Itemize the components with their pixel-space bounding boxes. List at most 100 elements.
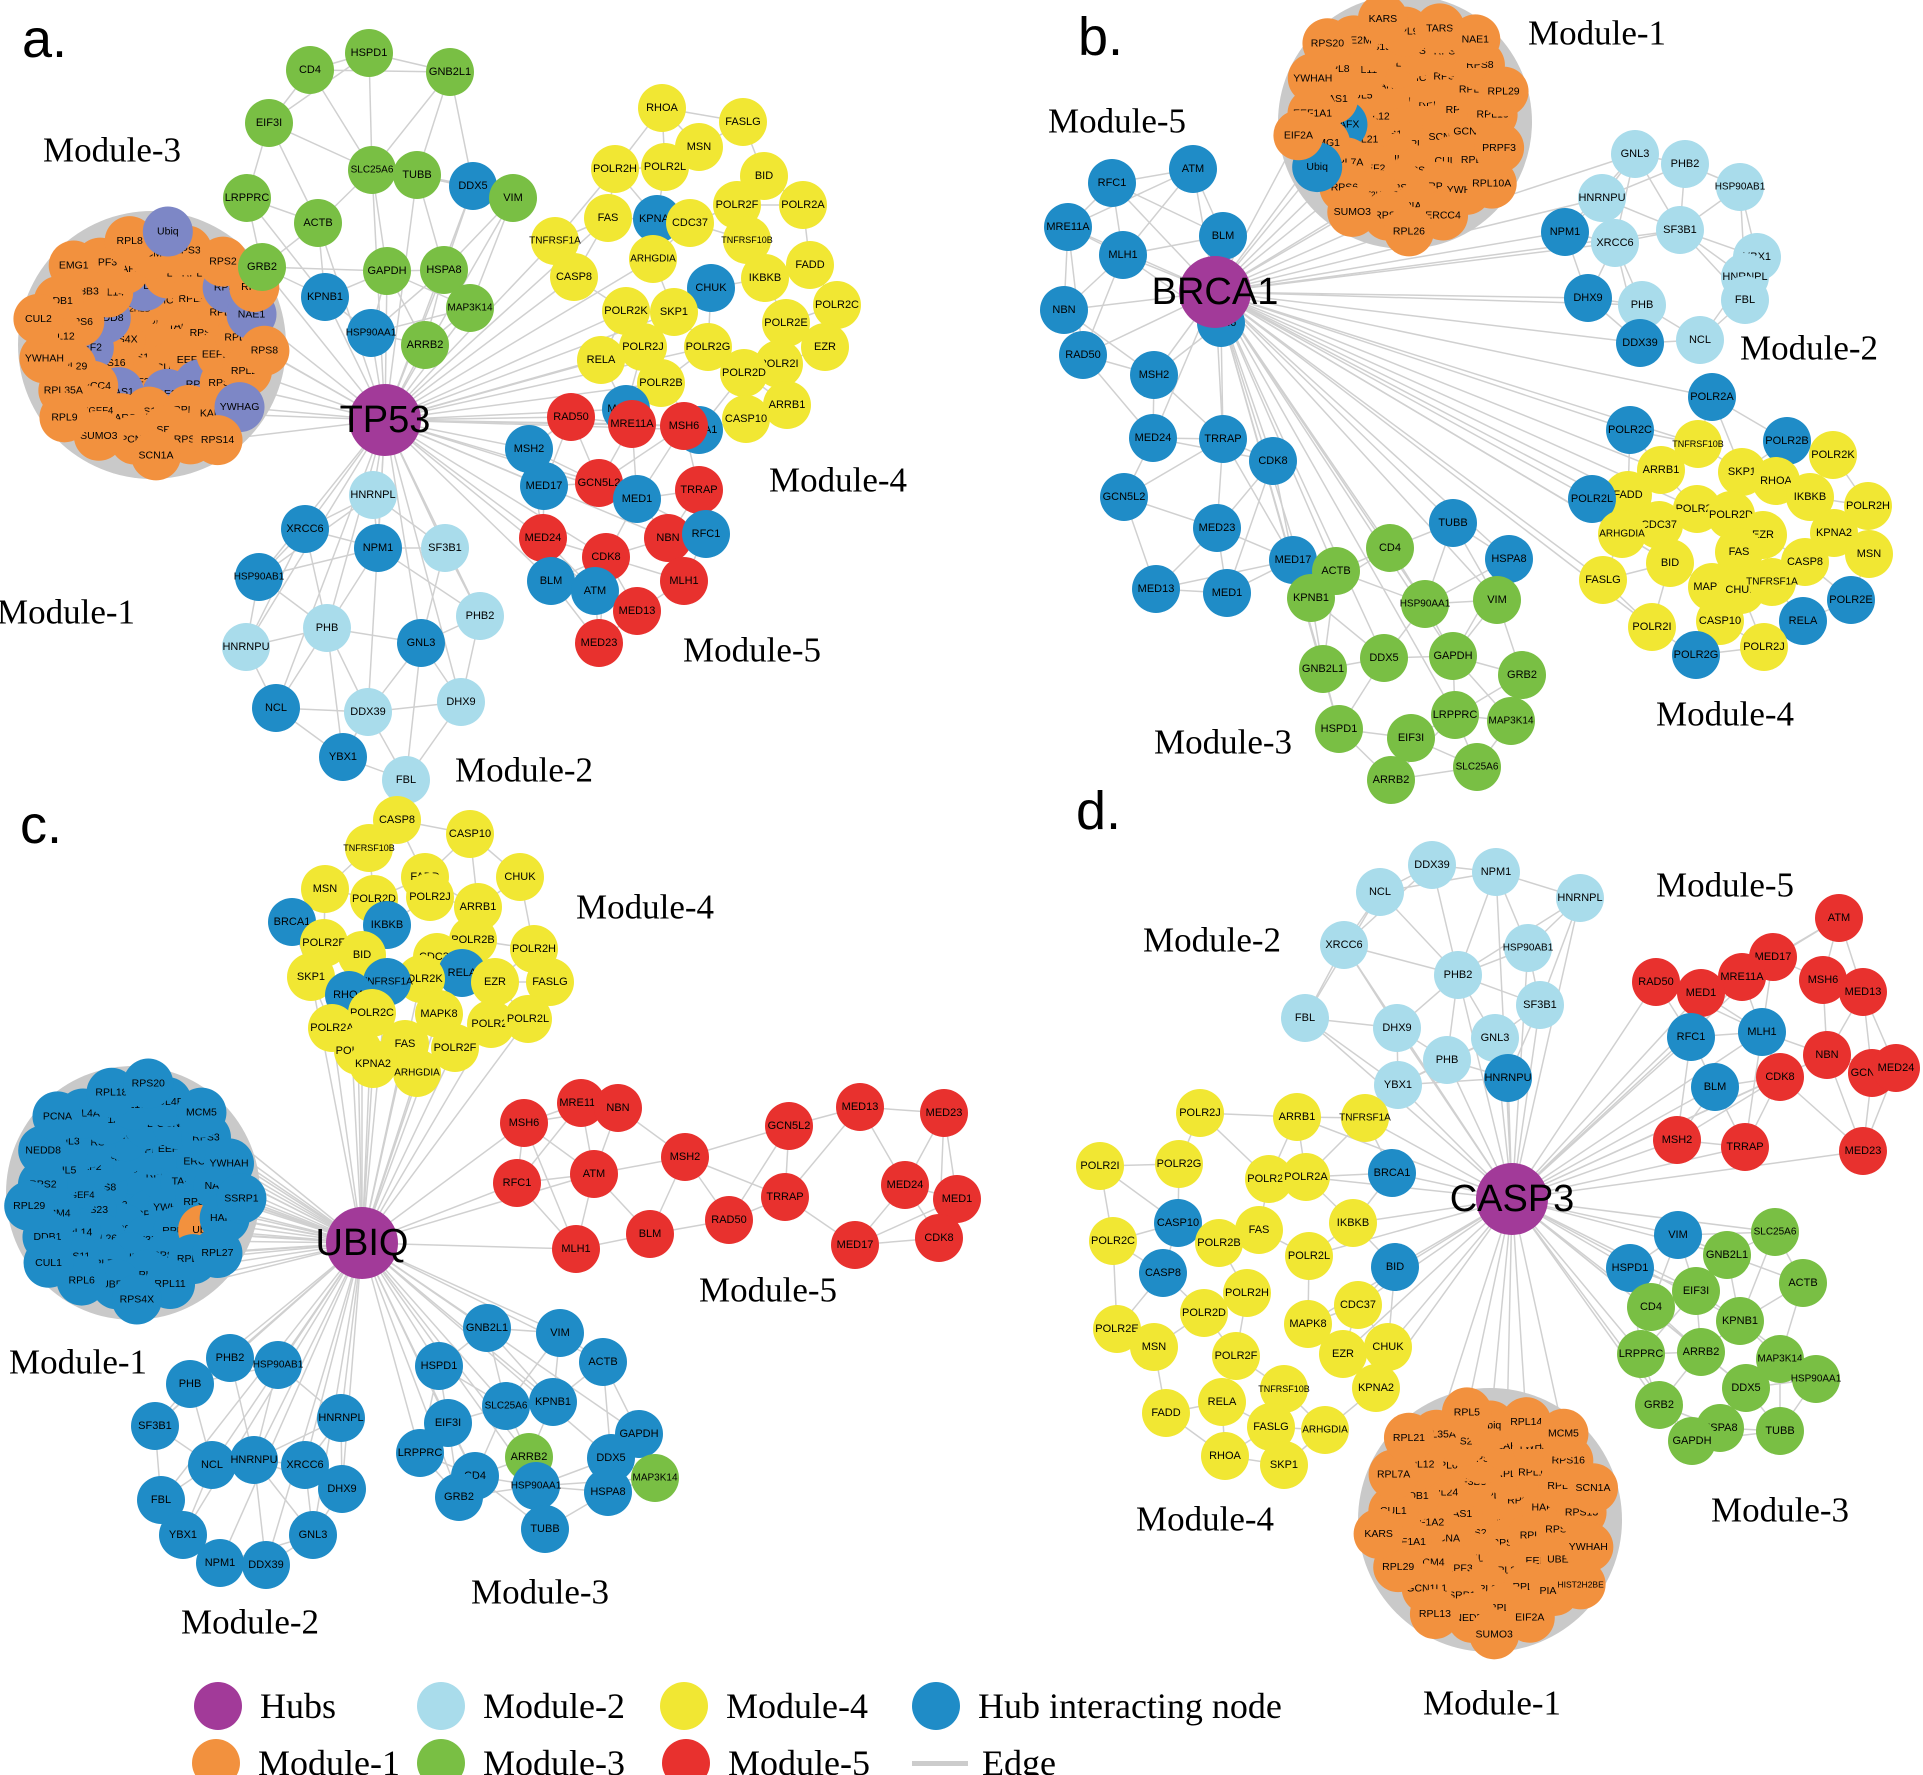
gene-label: MSH6 (669, 420, 700, 432)
gene-node (1469, 1609, 1520, 1660)
gene-node (1201, 1432, 1249, 1480)
gene-node (1672, 1267, 1720, 1315)
gene-node (1516, 981, 1564, 1029)
gene-label: FAS (395, 1038, 416, 1050)
gene-node (1618, 281, 1666, 329)
gene-node (1556, 874, 1604, 922)
gene-node (1281, 994, 1329, 1042)
gene-label: BLM (1212, 230, 1235, 242)
gene-node (687, 264, 735, 312)
gene-label: ARRB1 (769, 399, 806, 411)
module-label: Module-5 (683, 631, 821, 670)
gene-label: FASLG (1253, 1421, 1288, 1433)
gene-node (431, 1024, 479, 1072)
gene-label: MAPK8 (420, 1008, 457, 1020)
legend-label: Hub interacting node (978, 1686, 1282, 1726)
gene-label: GNB2L1 (1706, 1249, 1748, 1261)
gene-node (626, 1210, 674, 1258)
gene-node (660, 402, 708, 450)
gene-node (1130, 351, 1178, 399)
legend-item-module-5: Module-5 (662, 1738, 870, 1775)
gene-label: HNRNPU (1484, 1072, 1531, 1084)
gene-node (1844, 482, 1892, 530)
module-label: Module-3 (1154, 723, 1292, 762)
module-label: Module-3 (471, 1573, 609, 1612)
gene-node (1591, 219, 1639, 267)
gene-node (1799, 956, 1847, 1004)
gene-node (915, 1214, 963, 1262)
gene-node (286, 46, 334, 94)
gene-node (1716, 163, 1764, 211)
cluster-module-3: CD4 HSPD1 GNB2L1 EIF3I SLC25A6 TUBB DDX5 VIM LRP… (223, 29, 537, 369)
gene-label: DDX39 (1622, 337, 1657, 349)
cluster-module-3: VIM HSPD1 SLC25A6 GNB2L1 ACTB EIF3I CD4 KPNB1 LR… (1606, 1208, 1842, 1465)
cluster-module-2: DDX39 NPM1 NCL HNRNPL XRCC6 PHB2 HSP90AB1 FBL DH… (1281, 841, 1604, 1109)
gene-label: HNRNPL (1557, 892, 1602, 904)
gene-label: IKBKB (1794, 491, 1826, 503)
gene-label: CDC37 (1641, 519, 1677, 531)
gene-label: KPNB1 (535, 1396, 571, 1408)
gene-label: HSP90AA1 (511, 1481, 562, 1492)
gene-label: GCN5L2 (1103, 491, 1146, 503)
gene-node (1498, 651, 1546, 699)
gene-label: GAPDH (1433, 650, 1472, 662)
legend-label: Module-1 (258, 1743, 400, 1775)
gene-label: RPL10A (1472, 178, 1511, 190)
gene-label: POLR2I (1080, 1160, 1119, 1172)
gene-label: HSP90AA1 (1400, 599, 1451, 610)
gene-label: PHB (179, 1378, 202, 1390)
gene-node (1282, 1153, 1330, 1201)
gene-label: POLR2B (639, 377, 682, 389)
module-2-color-swatch (417, 1682, 465, 1730)
gene-label: DHX9 (1573, 292, 1602, 304)
gene-node (424, 1399, 472, 1447)
gene-label: ACTB (1788, 1277, 1817, 1289)
panel-d: DDX39 NPM1 NCL HNRNPL XRCC6 PHB2 HSP90AB1 FBL DH… (1076, 841, 1920, 1723)
hub-color-swatch (194, 1682, 242, 1730)
module-label: Module-2 (181, 1603, 319, 1642)
gene-label: SUMO3 (80, 430, 118, 442)
gene-node (1484, 1054, 1532, 1102)
gene-node (631, 1454, 679, 1502)
gene-label: MSH2 (1139, 369, 1170, 381)
gene-label: ARHGDIA (394, 1068, 440, 1079)
gene-label: RHOA (1760, 475, 1792, 487)
gene-label: MED17 (526, 480, 563, 492)
gene-label: MED24 (1135, 432, 1172, 444)
gene-label: POLR2E (302, 937, 345, 949)
gene-label: HSP90AB1 (234, 572, 285, 583)
gene-label: TNFRSF1A (1339, 1113, 1391, 1124)
gene-label: KPNB1 (1293, 592, 1329, 604)
gene-node (675, 466, 723, 514)
gene-node (1676, 316, 1724, 364)
gene-node (287, 953, 335, 1001)
gene-label: RPL13 (1419, 1608, 1451, 1620)
gene-label: KPNA2 (639, 213, 675, 225)
gene-node (1269, 536, 1317, 584)
gene-node (881, 1161, 929, 1209)
gene-label: FASLG (1585, 574, 1620, 586)
gene-node (1473, 576, 1521, 624)
gene-node (1368, 1149, 1416, 1197)
gene-node (1142, 1389, 1190, 1437)
legend-label: Module-4 (726, 1686, 868, 1726)
hub-label: CASP3 (1450, 1178, 1575, 1220)
gene-label: HNRNPU (1578, 192, 1625, 204)
module-label: Module-1 (0, 593, 135, 632)
gene-label: NBN (1052, 304, 1075, 316)
gene-node (779, 181, 827, 229)
gene-node (575, 619, 623, 667)
gene-label: MSN (1142, 1341, 1167, 1353)
gene-node (722, 395, 770, 443)
legend-label: Module-2 (483, 1686, 625, 1726)
gene-label: RFC1 (1098, 177, 1127, 189)
gene-label: RHOA (646, 102, 678, 114)
gene-label: HSPD1 (1612, 1262, 1649, 1274)
gene-node (48, 240, 99, 291)
gene-node (294, 199, 342, 247)
gene-node (644, 514, 692, 562)
gene-label: RPL29 (1382, 1561, 1414, 1573)
gene-label: MAP3K14 (447, 303, 492, 314)
